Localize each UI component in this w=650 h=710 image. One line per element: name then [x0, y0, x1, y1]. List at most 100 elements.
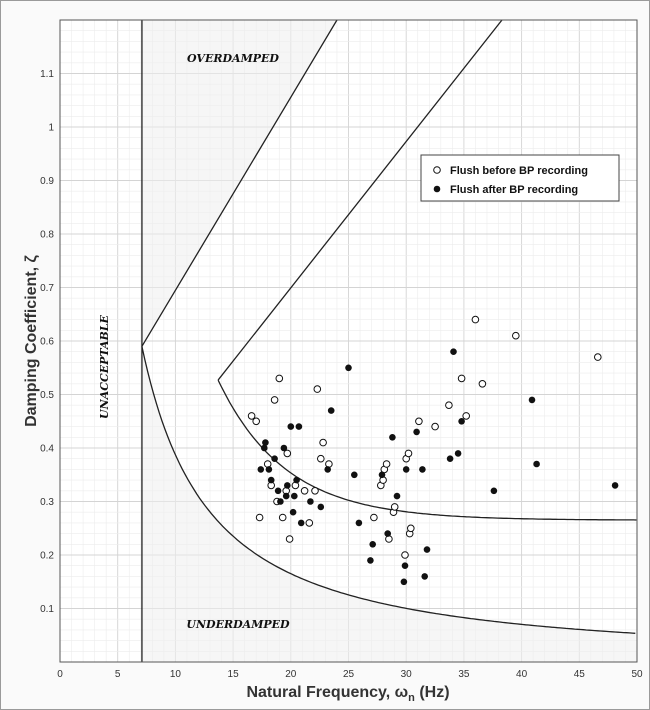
y-tick-label: 0.9: [40, 176, 54, 187]
point-flush-after: [317, 503, 325, 511]
point-flush-after: [369, 541, 377, 548]
point-flush-after: [611, 482, 619, 489]
point-flush-before: [252, 417, 261, 426]
point-flush-before: [319, 438, 327, 447]
point-flush-before: [512, 331, 520, 340]
y-tick-label: 0.1: [40, 604, 54, 615]
point-flush-before: [382, 460, 391, 468]
point-flush-after: [289, 508, 297, 516]
x-axis-title-main: Natural Frequency, ω: [246, 684, 408, 701]
x-axis-title-unit: (Hz): [415, 684, 450, 701]
x-tick-label: 40: [516, 669, 528, 680]
point-flush-before: [285, 535, 294, 543]
point-flush-before: [305, 519, 314, 527]
point-flush-after: [400, 578, 408, 586]
point-flush-before: [462, 412, 471, 420]
point-flush-after: [367, 557, 374, 564]
point-flush-after: [450, 348, 457, 356]
legend-label-after: Flush after BP recording: [450, 184, 578, 196]
point-flush-before: [407, 524, 415, 533]
point-flush-after: [423, 546, 431, 553]
point-flush-before: [300, 487, 309, 495]
point-flush-before: [370, 513, 378, 522]
point-flush-after: [490, 487, 498, 495]
data-points: [247, 315, 619, 586]
point-flush-before: [415, 417, 423, 426]
point-flush-after: [262, 439, 269, 446]
point-flush-before: [278, 513, 287, 522]
point-flush-after: [293, 476, 300, 484]
boundary-curves: [141, 20, 637, 662]
point-flush-after: [282, 492, 290, 500]
point-flush-after: [402, 466, 410, 473]
point-flush-after: [297, 519, 305, 527]
point-flush-before: [275, 374, 284, 383]
point-flush-after: [384, 530, 392, 537]
point-flush-after: [458, 418, 465, 425]
x-tick-label: 15: [228, 669, 240, 680]
y-tick-label: 0.8: [40, 230, 54, 241]
x-axis-ticks: 0 5 10 15 20 25 30 35 40 45 50: [57, 669, 643, 680]
point-flush-after: [421, 573, 429, 580]
point-flush-after: [413, 428, 420, 436]
y-tick-label: 0.5: [40, 390, 54, 401]
x-tick-label: 45: [574, 669, 586, 680]
point-flush-before: [445, 401, 453, 410]
point-flush-after: [257, 466, 265, 473]
point-flush-after: [295, 423, 303, 430]
point-flush-after: [284, 482, 291, 489]
point-flush-after: [446, 455, 454, 463]
point-flush-after: [389, 434, 396, 441]
point-flush-before: [313, 385, 322, 393]
point-flush-before: [401, 551, 409, 559]
point-flush-after: [355, 519, 363, 527]
point-flush-before: [247, 412, 256, 420]
point-flush-after: [287, 423, 295, 430]
point-flush-after: [271, 455, 278, 463]
legend-box: [420, 154, 620, 202]
point-flush-after: [267, 476, 275, 484]
point-flush-after: [351, 471, 358, 479]
y-tick-label: 1.1: [40, 69, 54, 80]
legend-label-before: Flush before BP recording: [450, 165, 588, 177]
y-tick-label: 0.7: [40, 283, 54, 294]
outer-upper-boundary: [141, 20, 338, 347]
point-flush-after: [401, 562, 409, 569]
x-tick-label: 50: [631, 669, 643, 680]
inner-upper-boundary: [217, 20, 503, 381]
point-flush-before: [283, 449, 292, 458]
point-flush-before: [594, 353, 602, 361]
legend-marker-after: [433, 185, 441, 193]
point-flush-before: [404, 449, 413, 458]
y-tick-label: 0.6: [40, 337, 54, 348]
point-flush-after: [327, 407, 335, 414]
point-flush-before: [255, 513, 264, 522]
region-label-unacceptable: UNACCEPTABLE: [98, 314, 111, 418]
x-tick-label: 25: [343, 669, 355, 680]
point-flush-before: [311, 487, 319, 495]
point-flush-before: [478, 380, 487, 388]
legend: Flush before BP recording Flush after BP…: [420, 154, 620, 202]
y-tick-label: 1: [48, 123, 54, 134]
point-flush-after: [277, 498, 284, 505]
point-flush-after: [307, 498, 314, 505]
y-axis-title: Damping Coefficient, ζ: [23, 254, 40, 426]
region-label-underdamped: UNDERDAMPED: [186, 618, 290, 631]
point-flush-after: [454, 450, 462, 457]
point-flush-before: [471, 315, 480, 324]
inner-lower-boundary: [217, 379, 637, 521]
point-flush-after: [291, 492, 298, 500]
point-flush-before: [457, 374, 466, 383]
point-flush-before: [390, 503, 399, 511]
x-tick-label: 0: [57, 669, 63, 680]
y-axis-ticks: 0.1 0.2 0.3 0.4 0.5 0.6 0.7 0.8 0.9 1 1.1: [40, 69, 54, 615]
x-tick-label: 35: [458, 669, 470, 680]
point-flush-after: [265, 466, 273, 473]
x-axis-title: Natural Frequency, ωn (Hz): [246, 684, 449, 704]
y-tick-label: 0.2: [40, 551, 54, 562]
plot-border: [59, 19, 638, 663]
y-tick-label: 0.4: [40, 444, 54, 455]
point-flush-after: [324, 466, 332, 473]
point-flush-after: [393, 492, 401, 500]
